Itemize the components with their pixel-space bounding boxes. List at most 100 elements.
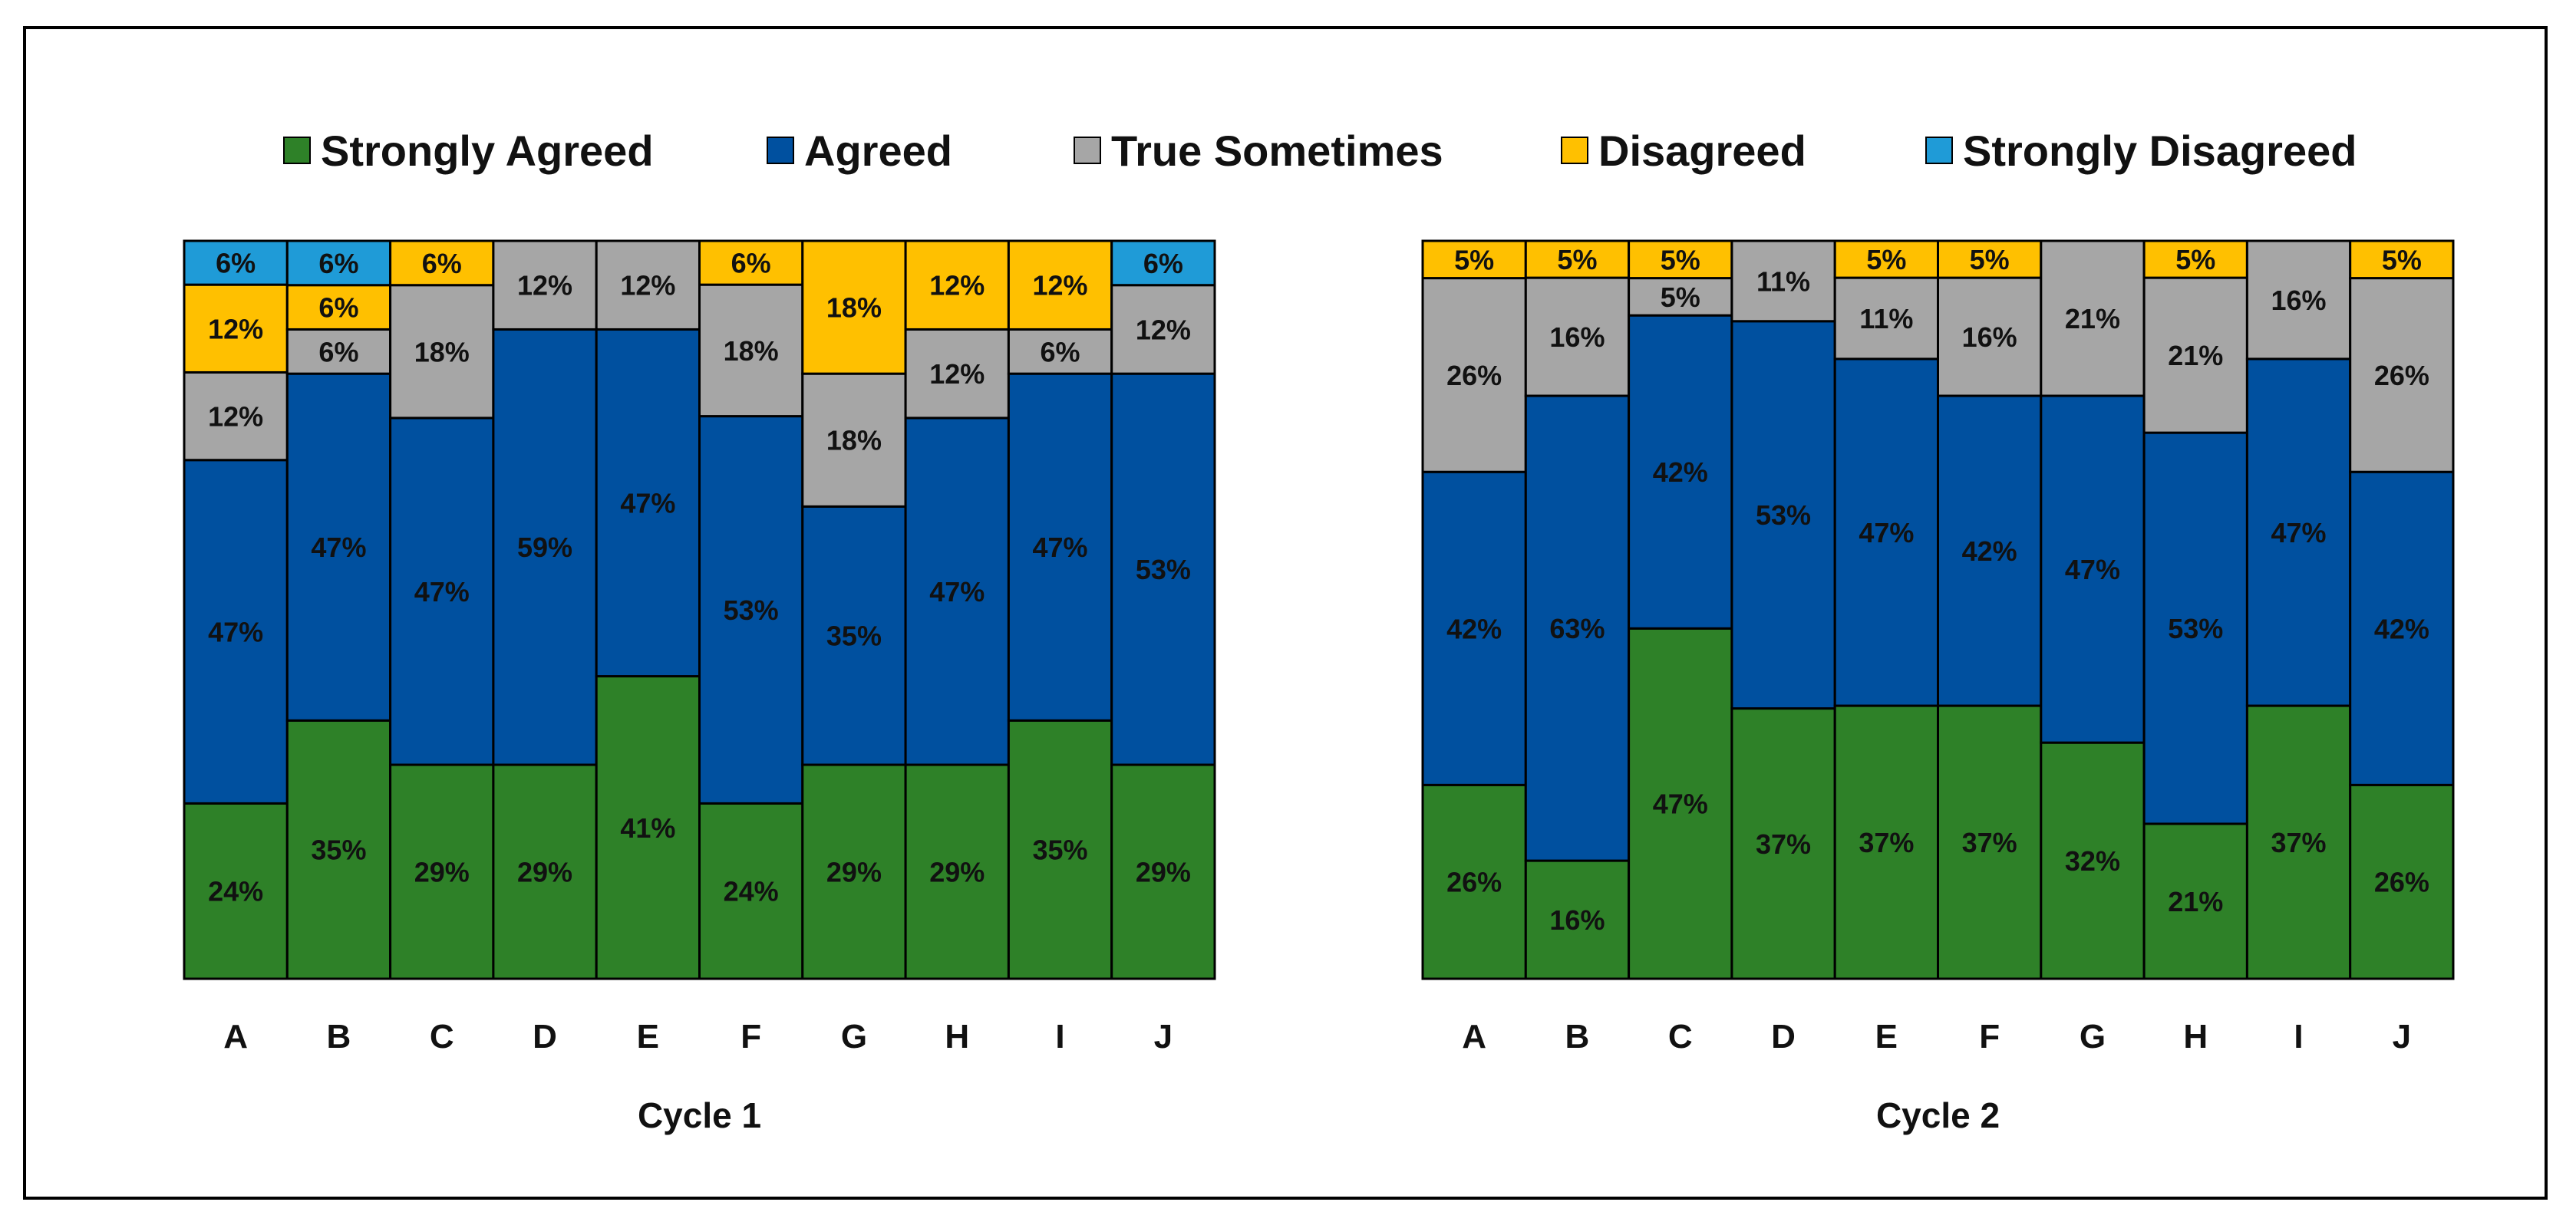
data-label-a-strongly-agreed: 26% [1446,867,1502,898]
legend-item-strongly-disagreed: Strongly Disagreed [1925,127,2357,175]
bar-h-agreed [904,417,1010,766]
data-label-j-true-sometimes: 26% [2374,360,2429,391]
bar-b-disagreed [1524,239,1631,279]
bar-f-true-sometimes [1937,276,2043,397]
bar-j-agreed [2349,470,2455,786]
data-label-f-true-sometimes: 16% [1962,321,2017,353]
data-label-h-true-sometimes: 21% [2168,340,2223,371]
legend: Strongly Agreed Agreed True Sometimes Disag… [283,127,2357,175]
bar-stack-f: 24% 53% 18% 6% [698,239,804,980]
data-label-c-strongly-agreed: 47% [1653,789,1708,820]
data-label-h-true-sometimes: 12% [929,358,985,390]
data-label-f-disagreed: 6% [731,248,771,279]
tick-label-e: E [1875,1018,1898,1055]
tick-label-a: A [1462,1018,1486,1055]
data-label-j-true-sometimes: 12% [1136,314,1191,345]
tick-label-h: H [945,1018,969,1055]
bar-c-true-sometimes [1628,277,1733,317]
bar-stack-g: 29% 35% 18% 18% [801,239,907,980]
legend-label-agreed: Agreed [804,127,952,175]
legend-item-true-sometimes: True Sometimes [1074,127,1443,175]
data-label-g-agreed: 47% [2065,554,2120,585]
bar-e-agreed [595,328,701,678]
data-label-g-true-sometimes: 21% [2065,303,2120,334]
data-label-j-strongly-disagreed: 6% [1143,248,1183,279]
data-label-h-strongly-agreed: 21% [2168,886,2223,917]
data-label-e-strongly-agreed: 41% [620,812,675,844]
legend-label-strongly-agreed: Strongly Agreed [321,127,654,175]
bar-e-strongly-agreed [1833,704,1939,980]
data-label-i-true-sometimes: 6% [1041,336,1080,367]
bar-a-agreed [183,459,289,805]
tick-label-g: G [841,1018,867,1055]
data-label-j-disagreed: 5% [2382,244,2422,275]
bar-stack-h: 29% 47% 12% 12% [904,239,1010,980]
bar-stack-j: 29% 53% 12% 6% [1110,239,1216,980]
data-label-a-disagreed: 5% [1454,244,1494,275]
tick-label-a: A [223,1018,248,1055]
bar-g-true-sometimes [2040,239,2146,397]
data-label-b-true-sometimes: 6% [318,336,358,367]
bar-f-agreed [1937,394,2043,707]
tick-label-h: H [2183,1018,2208,1055]
data-label-e-disagreed: 5% [1866,244,1906,275]
data-label-b-disagreed: 5% [1557,244,1597,275]
data-label-c-true-sometimes: 18% [414,336,470,367]
bar-b-strongly-agreed [285,719,392,980]
data-label-c-strongly-agreed: 29% [414,857,470,888]
bar-stack-i: 37% 47% 16% [2245,239,2352,980]
tick-label-i: I [2294,1018,2303,1055]
data-label-i-true-sometimes: 16% [2271,285,2327,316]
bar-h-strongly-agreed [2142,822,2248,980]
tick-label-e: E [637,1018,659,1055]
bar-stack-e: 41% 47% 12% [595,239,701,980]
chart-title-cycle-2: Cycle 2 [1876,1095,2000,1135]
bar-j-disagreed [2349,239,2455,280]
bar-d-true-sometimes [1730,239,1836,323]
bar-d-true-sometimes [492,239,598,331]
bar-stack-f: 37% 42% 16% 5% [1937,239,2043,980]
data-label-d-strongly-agreed: 37% [1756,828,1811,860]
data-label-c-disagreed: 6% [422,248,462,279]
bar-c-agreed [1628,314,1733,630]
bar-i-true-sometimes [2245,239,2352,361]
bar-d-strongly-agreed [1730,707,1836,980]
data-label-e-true-sometimes: 12% [620,270,675,301]
tick-label-c: C [430,1018,454,1055]
legend-swatch-agreed [767,137,794,164]
tick-label-f: F [740,1018,761,1055]
bar-c-true-sometimes [389,284,495,420]
data-label-i-agreed: 47% [2271,517,2327,548]
bar-stack-b: 16% 63% 16% 5% [1524,239,1631,980]
tick-label-b: B [327,1018,351,1055]
data-label-d-true-sometimes: 11% [1756,265,1810,297]
bar-stack-c: 29% 47% 18% 6% [389,239,495,980]
bar-stack-g: 32% 47% 21% [2040,239,2146,980]
data-label-h-agreed: 53% [2168,613,2223,644]
data-label-h-strongly-agreed: 29% [929,857,985,888]
data-label-a-strongly-agreed: 24% [208,876,263,907]
data-label-b-strongly-agreed: 35% [311,835,366,866]
bar-h-disagreed [904,239,1010,331]
tick-label-j: J [1154,1018,1173,1055]
data-label-d-strongly-agreed: 29% [517,857,572,888]
bar-stack-a: 26% 42% 26% 5% [1421,239,1527,980]
bar-stack-j: 26% 42% 26% 5% [2349,239,2455,980]
data-label-g-strongly-agreed: 32% [2065,845,2120,877]
data-label-a-strongly-disagreed: 6% [216,248,256,279]
bar-a-disagreed [1421,239,1527,280]
bar-c-strongly-agreed [389,763,495,980]
data-label-f-strongly-agreed: 37% [1962,827,2017,858]
bar-f-agreed [698,415,804,805]
bar-i-agreed [2245,357,2352,707]
figure-frame [23,26,2548,1200]
bar-d-agreed [1730,320,1836,710]
bar-stack-e: 37% 47% 11% 5% [1833,239,1939,980]
data-label-h-disagreed: 5% [2175,244,2215,275]
bar-stack-d: 37% 53% 11% [1730,239,1836,980]
bar-h-disagreed [2142,239,2248,279]
legend-item-agreed: Agreed [767,127,952,175]
legend-swatch-disagreed [1561,137,1588,164]
bar-h-strongly-agreed [904,763,1010,980]
